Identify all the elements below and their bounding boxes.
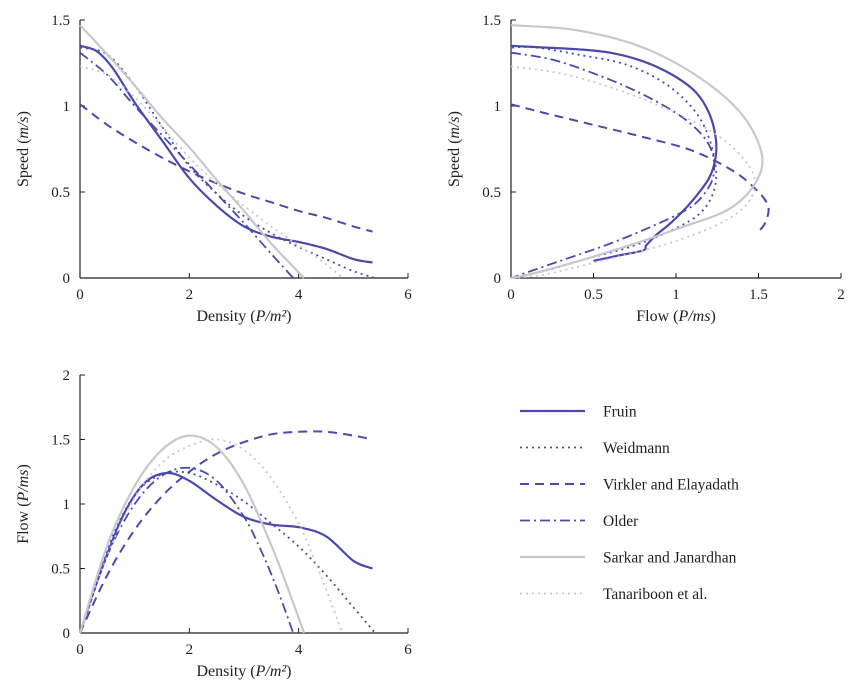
x-axis-label: Flow (P/ms)	[636, 308, 716, 325]
y-axis-label: Speed (m/s)	[15, 111, 32, 187]
series-line-weidmann	[79, 46, 376, 279]
series-line-virkler-and-elayadath	[79, 103, 373, 233]
y-axis-label: Speed (m/s)	[446, 111, 463, 187]
y-axis-label: Flow (P/ms)	[15, 464, 32, 544]
series-line-tanariboon-et-al	[79, 438, 344, 634]
x-tick-label: 0.5	[584, 287, 603, 303]
x-tick-label: 2	[186, 642, 194, 658]
series-line-sarkar-and-janardhan	[78, 434, 306, 634]
y-tick-label: 0	[494, 271, 502, 287]
y-tick-label: 1	[63, 497, 71, 513]
y-tick-label: 0	[63, 271, 71, 287]
x-tick-label: 1.5	[749, 287, 768, 303]
x-tick-label: 2	[837, 287, 845, 303]
series-line-fruin	[510, 44, 718, 262]
x-tick-label: 1	[672, 287, 680, 303]
x-axis-label: Density (P/m²)	[196, 308, 291, 325]
legend-label: Weidmann	[603, 440, 670, 457]
y-tick-label: 2	[63, 368, 71, 384]
legend: Fruin Weidmann Virkler and Elayadath Older S…	[520, 404, 739, 603]
series-line-virkler-and-elayadath	[510, 103, 770, 233]
y-tick-label: 0	[63, 626, 71, 642]
legend-label: Tanariboon et al.	[603, 586, 707, 603]
x-tick-label: 6	[404, 642, 412, 658]
y-tick-label: 1.5	[51, 13, 70, 29]
x-tick-label: 0	[507, 287, 515, 303]
legend-item-older: Older	[520, 513, 639, 530]
y-tick-label: 0.5	[482, 185, 501, 201]
y-tick-label: 1.5	[51, 433, 70, 449]
legend-item-weidmann: Weidmann	[520, 440, 670, 457]
series-line-older	[79, 51, 294, 279]
legend-label: Virkler and Elayadath	[603, 477, 739, 494]
series-line-virkler-and-elayadath	[79, 430, 373, 634]
y-tick-label: 1	[494, 99, 502, 115]
series-line-older	[79, 466, 295, 634]
legend-label: Sarkar and Janardhan	[603, 550, 737, 567]
legend-label: Fruin	[603, 404, 637, 421]
chart-panel-speed-density: 0 2 4 6 0 0.5 1 1.5 Density (P/m²) Speed (m/s)	[15, 13, 412, 325]
chart-panel-speed-flow: 0 0.5 1 1.5 2 0 0.5 1 1.5 Flow (P/ms) Speed (m/s)	[446, 13, 845, 325]
series-line-older	[510, 51, 716, 279]
series-line-weidmann	[79, 470, 376, 634]
x-tick-label: 0	[76, 287, 84, 303]
x-tick-label: 2	[186, 287, 194, 303]
series-line-fruin	[79, 44, 373, 264]
x-axis-label: Density (P/m²)	[196, 663, 291, 680]
y-tick-label: 1	[63, 99, 71, 115]
x-tick-label: 6	[404, 287, 412, 303]
x-tick-label: 0	[76, 642, 84, 658]
legend-item-sarkar-and-janardhan: Sarkar and Janardhan	[520, 550, 737, 567]
x-tick-label: 4	[295, 287, 303, 303]
series-line-tanariboon-et-al	[510, 65, 757, 279]
y-tick-label: 0.5	[51, 185, 70, 201]
legend-item-virkler-and-elayadath: Virkler and Elayadath	[520, 477, 739, 494]
x-tick-label: 4	[295, 642, 303, 658]
y-tick-label: 0.5	[51, 562, 70, 578]
series-line-sarkar-and-janardhan	[79, 24, 305, 279]
series-line-sarkar-and-janardhan	[510, 24, 764, 280]
series-line-fruin	[78, 471, 373, 634]
legend-item-tanariboon-et-al: Tanariboon et al.	[520, 586, 707, 603]
legend-label: Older	[603, 513, 639, 530]
series-line-weidmann	[510, 46, 718, 279]
y-tick-label: 1.5	[482, 13, 501, 29]
legend-item-fruin: Fruin	[520, 404, 637, 421]
